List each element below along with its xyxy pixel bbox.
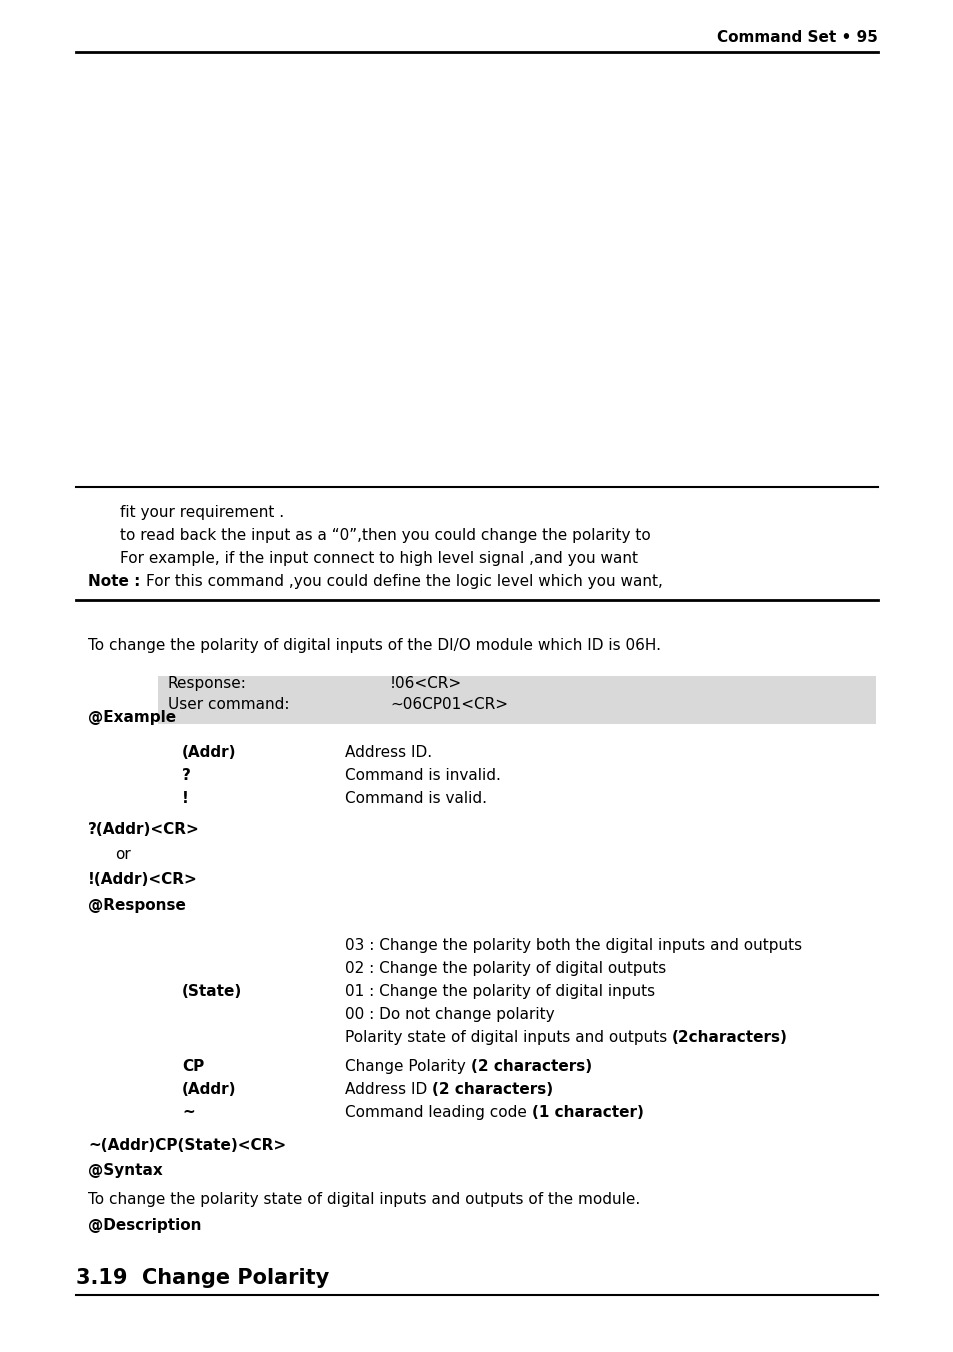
Text: fit your requirement .: fit your requirement . bbox=[120, 506, 284, 521]
Text: To change the polarity of digital inputs of the DI/O module which ID is 06H.: To change the polarity of digital inputs… bbox=[88, 638, 660, 653]
Text: Command Set • 95: Command Set • 95 bbox=[717, 30, 877, 45]
Text: For this command ,you could define the logic level which you want,: For this command ,you could define the l… bbox=[146, 575, 661, 589]
Text: (State): (State) bbox=[182, 984, 242, 999]
Text: 03 : Change the polarity both the digital inputs and outputs: 03 : Change the polarity both the digita… bbox=[345, 938, 801, 953]
Text: (2 characters): (2 characters) bbox=[432, 1082, 553, 1096]
Text: ~: ~ bbox=[182, 1105, 194, 1119]
Text: ?: ? bbox=[182, 768, 191, 783]
Text: To change the polarity state of digital inputs and outputs of the module.: To change the polarity state of digital … bbox=[88, 1192, 639, 1207]
Text: !: ! bbox=[182, 791, 189, 806]
Text: Command is invalid.: Command is invalid. bbox=[345, 768, 500, 783]
Text: 00 : Do not change polarity: 00 : Do not change polarity bbox=[345, 1007, 554, 1022]
Text: @Description: @Description bbox=[88, 1218, 201, 1233]
Text: 02 : Change the polarity of digital outputs: 02 : Change the polarity of digital outp… bbox=[345, 961, 665, 976]
Bar bbox=[158, 676, 875, 725]
Text: 01 : Change the polarity of digital inputs: 01 : Change the polarity of digital inpu… bbox=[345, 984, 655, 999]
Text: User command:: User command: bbox=[168, 698, 289, 713]
Text: Polarity state of digital inputs and outputs: Polarity state of digital inputs and out… bbox=[345, 1030, 672, 1045]
Text: CP: CP bbox=[182, 1059, 204, 1073]
Text: to read back the input as a “0”,then you could change the polarity to: to read back the input as a “0”,then you… bbox=[120, 529, 650, 544]
Text: (Addr): (Addr) bbox=[182, 1082, 236, 1096]
Text: or: or bbox=[115, 846, 131, 863]
Text: Address ID.: Address ID. bbox=[345, 745, 432, 760]
Text: @Syntax: @Syntax bbox=[88, 1163, 163, 1178]
Text: 3.19  Change Polarity: 3.19 Change Polarity bbox=[76, 1268, 329, 1288]
Text: ~06CP01<CR>: ~06CP01<CR> bbox=[390, 698, 507, 713]
Text: Change Polarity: Change Polarity bbox=[345, 1059, 470, 1073]
Text: (1 character): (1 character) bbox=[531, 1105, 643, 1119]
Text: Note :: Note : bbox=[88, 575, 146, 589]
Text: @Example: @Example bbox=[88, 710, 176, 725]
Text: (Addr): (Addr) bbox=[182, 745, 236, 760]
Text: !06<CR>: !06<CR> bbox=[390, 676, 461, 691]
Text: !(Addr)<CR>: !(Addr)<CR> bbox=[88, 872, 197, 887]
Text: (2 characters): (2 characters) bbox=[470, 1059, 591, 1073]
Text: ?(Addr)<CR>: ?(Addr)<CR> bbox=[88, 822, 199, 837]
Text: Address ID: Address ID bbox=[345, 1082, 432, 1096]
Text: Response:: Response: bbox=[168, 676, 247, 691]
Text: Command leading code: Command leading code bbox=[345, 1105, 531, 1119]
Text: @Response: @Response bbox=[88, 898, 186, 913]
Text: ~(Addr)CP(State)<CR>: ~(Addr)CP(State)<CR> bbox=[88, 1138, 286, 1153]
Text: For example, if the input connect to high level signal ,and you want: For example, if the input connect to hig… bbox=[120, 552, 638, 566]
Text: (2characters): (2characters) bbox=[672, 1030, 787, 1045]
Text: Command is valid.: Command is valid. bbox=[345, 791, 486, 806]
